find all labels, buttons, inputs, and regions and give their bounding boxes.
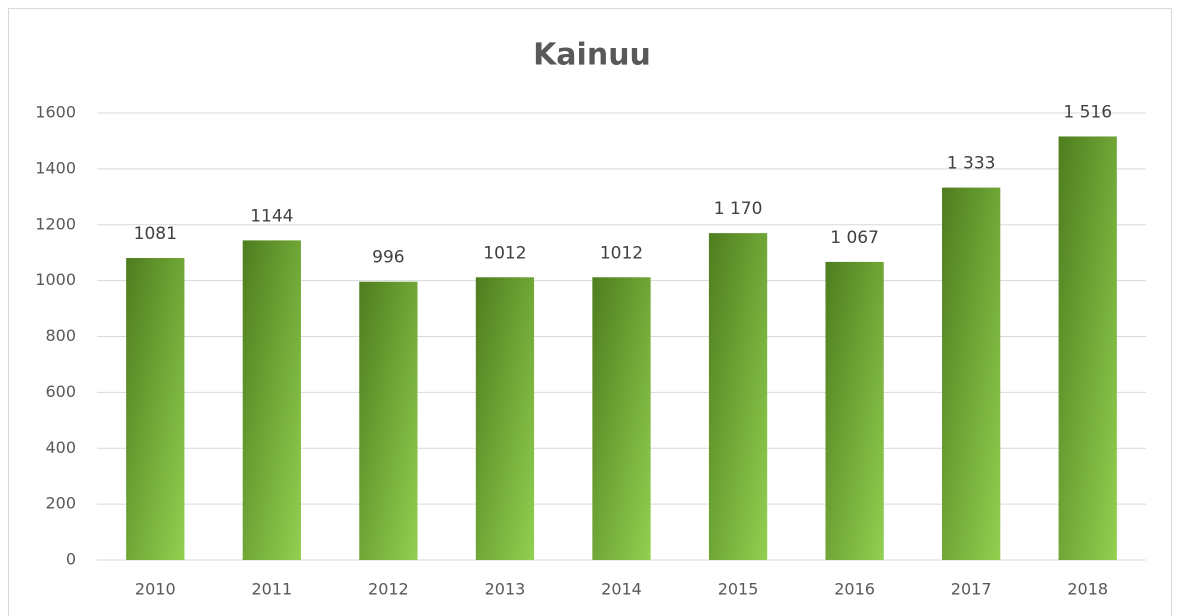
x-tick-label: 2011 (251, 580, 292, 599)
value-label: 1 333 (947, 154, 996, 174)
bar (592, 277, 651, 560)
value-label: 996 (372, 248, 404, 268)
y-tick-label: 800 (45, 326, 76, 345)
value-label: 1081 (134, 224, 177, 244)
x-tick-label: 2015 (718, 580, 759, 599)
y-tick-label: 1400 (35, 158, 76, 177)
value-label: 1144 (250, 206, 293, 226)
y-tick-label: 600 (45, 382, 76, 401)
x-tick-label: 2016 (834, 580, 875, 599)
value-label: 1012 (600, 243, 643, 263)
x-tick-label: 2012 (368, 580, 409, 599)
chart-title: Kainuu (533, 38, 651, 73)
value-label: 1012 (483, 243, 526, 263)
y-tick-label: 0 (66, 550, 76, 569)
bar (126, 257, 185, 560)
y-tick-label: 400 (45, 438, 76, 457)
y-tick-label: 1600 (35, 103, 76, 122)
value-label: 1 067 (830, 228, 879, 248)
bar (1058, 136, 1117, 560)
x-tick-label: 2014 (601, 580, 642, 599)
x-tick-label: 2013 (485, 580, 526, 599)
y-tick-label: 200 (45, 494, 76, 513)
x-tick-label: 2017 (951, 580, 992, 599)
bar (242, 240, 301, 560)
bar (359, 281, 418, 560)
bar (708, 233, 768, 560)
y-tick-label: 1200 (35, 214, 76, 233)
x-tick-label: 2010 (135, 580, 176, 599)
bar (475, 277, 535, 560)
value-label: 1 516 (1063, 102, 1112, 122)
y-tick-label: 1000 (35, 270, 76, 289)
x-tick-label: 2018 (1067, 580, 1108, 599)
value-label: 1 170 (714, 199, 763, 219)
bar (825, 261, 884, 560)
bar (942, 187, 1001, 560)
